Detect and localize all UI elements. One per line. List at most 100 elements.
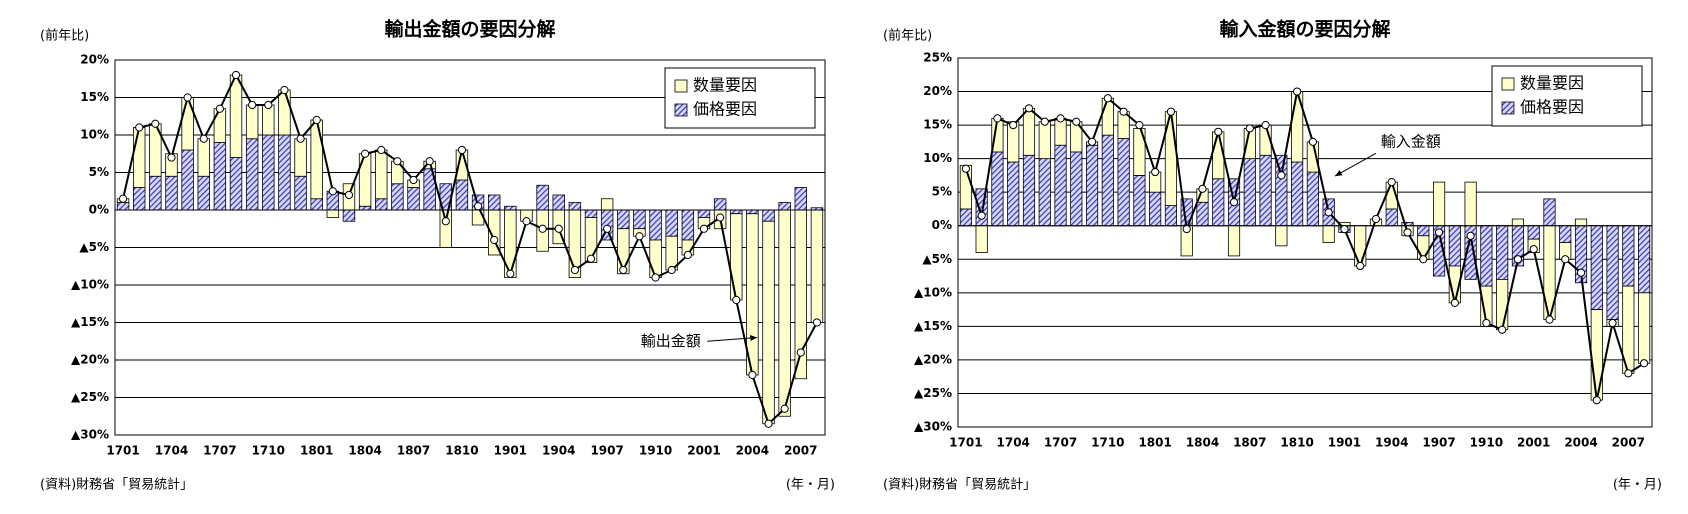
line-marker [1545, 315, 1554, 324]
bar [1070, 151, 1083, 227]
line-marker [231, 70, 241, 80]
y-tick-label: 15% [80, 90, 109, 104]
y-tick-label: ▲30% [914, 420, 952, 434]
bar [326, 209, 340, 218]
y-tick-label: 10% [80, 128, 109, 142]
y-tick-label: ▲30% [71, 428, 109, 442]
line-marker [667, 265, 676, 275]
line-marker [732, 295, 741, 305]
legend-label: 価格要因 [693, 100, 757, 119]
bar [1007, 161, 1020, 227]
y-tick-label: ▲5% [922, 252, 952, 266]
bar [778, 202, 791, 211]
line-marker [812, 318, 822, 327]
line-annotation: 輸入金額 [1381, 132, 1441, 150]
y-tick-label: 0% [89, 203, 109, 217]
line-marker [1040, 117, 1049, 126]
plot-frame [957, 57, 1653, 428]
x-tick-label: 1707 [203, 444, 236, 458]
bar [1101, 97, 1114, 136]
line-marker [167, 153, 176, 162]
bar [1385, 208, 1398, 227]
line-marker [441, 217, 450, 226]
bar [1496, 225, 1509, 280]
bar [1227, 225, 1241, 257]
bar [681, 209, 695, 241]
line-marker [1356, 261, 1365, 271]
line-marker [1072, 117, 1081, 126]
line-marker [1182, 224, 1191, 234]
legend-swatch [674, 79, 688, 93]
line-marker [570, 265, 579, 275]
bar [1638, 292, 1651, 364]
bar [633, 209, 646, 230]
line-marker [118, 194, 128, 203]
bar [762, 220, 775, 425]
bar [1022, 154, 1036, 227]
bar [197, 175, 210, 211]
line-marker [1119, 107, 1128, 116]
bar [181, 149, 194, 211]
line-marker [538, 224, 547, 233]
line-marker [393, 157, 402, 166]
line-marker [264, 100, 273, 110]
line-marker [1340, 224, 1349, 234]
bar [1543, 198, 1556, 227]
bar [1196, 201, 1209, 227]
line-marker [1482, 318, 1491, 328]
line-marker [473, 202, 483, 211]
y-tick-label: ▲5% [79, 240, 109, 254]
y-tick-label: 20% [80, 53, 109, 67]
bar [407, 187, 420, 211]
x-tick-label: 1901 [494, 444, 527, 458]
bar [229, 74, 243, 158]
line-marker [1498, 325, 1507, 334]
line-marker [248, 100, 257, 110]
x-tick-label: 1704 [155, 444, 188, 458]
bar [439, 209, 453, 248]
line-marker [1261, 120, 1270, 130]
legend-swatch [1501, 77, 1515, 91]
line-marker [1434, 228, 1444, 237]
bar [778, 209, 791, 417]
line-marker [1009, 120, 1018, 130]
x-tick-label: 1907 [1422, 436, 1455, 450]
y-tick-label: ▲10% [71, 278, 109, 292]
legend-box [664, 67, 816, 129]
y-tick-label: ▲15% [914, 319, 952, 333]
bar [1085, 144, 1099, 227]
x-tick-label: 1701 [949, 436, 982, 450]
line-marker [635, 232, 644, 241]
line [964, 91, 1645, 401]
line-marker [1529, 245, 1538, 254]
line-marker [1024, 104, 1034, 113]
line-marker [1576, 268, 1586, 277]
y-tick-label: ▲25% [914, 386, 952, 400]
line-marker [780, 404, 789, 413]
line-marker [1640, 359, 1649, 368]
line-marker [409, 175, 418, 185]
bar [746, 209, 759, 215]
bar [310, 119, 323, 200]
line-marker [1324, 208, 1333, 217]
line-marker [699, 224, 709, 233]
line-marker [1513, 255, 1523, 264]
line-marker [1056, 114, 1065, 123]
bar [455, 179, 469, 211]
bar [794, 187, 808, 211]
y-tick-label: ▲20% [71, 353, 109, 367]
bar [649, 239, 662, 278]
bar [1448, 225, 1461, 267]
legend-label: 数量要因 [1520, 74, 1584, 93]
line-marker [1592, 396, 1601, 405]
x-tick-label: 2001 [1517, 436, 1550, 450]
line-marker [312, 115, 321, 125]
bar [1291, 161, 1304, 227]
legend-swatch [674, 103, 688, 117]
plot-frame [114, 59, 826, 436]
bar [1464, 181, 1477, 227]
y-tick-label: 25% [923, 51, 952, 65]
x-tick-label: 1910 [639, 444, 672, 458]
x-tick-label: 1801 [300, 444, 333, 458]
bar [617, 209, 630, 230]
